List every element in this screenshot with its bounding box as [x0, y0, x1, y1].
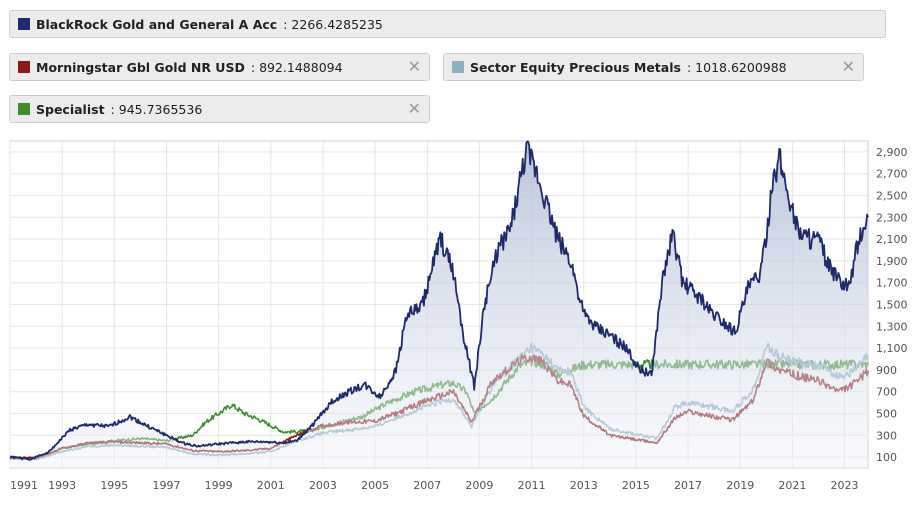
x-tick-label: 2005 — [361, 479, 389, 492]
y-tick-label: 500 — [876, 408, 897, 421]
x-tick-label: 2015 — [622, 479, 650, 492]
legend-item-2: Sector Equity Precious Metals:1018.62009… — [443, 53, 864, 81]
legend-swatch — [18, 61, 30, 73]
y-tick-label: 1,900 — [876, 255, 908, 268]
x-tick-label: 2013 — [570, 479, 598, 492]
legend-series-value: 2266.4285235 — [291, 16, 383, 32]
x-tick-label: 2003 — [309, 479, 337, 492]
y-tick-label: 2,700 — [876, 168, 908, 181]
legend-swatch — [452, 61, 464, 73]
legend-series-name: Sector Equity Precious Metals — [470, 59, 681, 75]
y-tick-label: 1,100 — [876, 342, 908, 355]
close-icon[interactable]: ✕ — [407, 57, 421, 76]
legend-series-name: Specialist — [36, 101, 105, 117]
legend-item-3: Specialist:945.7365536 ✕ — [9, 95, 430, 123]
x-tick-label: 2011 — [518, 479, 546, 492]
series-line-blackrock-gold-and-general-a-acc — [9, 140, 869, 461]
y-tick-label: 2,100 — [876, 233, 908, 246]
y-tick-label: 700 — [876, 386, 897, 399]
x-tick-label: 1995 — [100, 479, 128, 492]
legend-series-name: BlackRock Gold and General A Acc — [36, 16, 278, 32]
x-tick-label: 2021 — [778, 479, 806, 492]
series-area-blackrock — [10, 141, 868, 468]
close-icon[interactable]: ✕ — [407, 99, 421, 118]
y-tick-label: 300 — [876, 429, 897, 442]
x-tick-label: 1997 — [152, 479, 180, 492]
y-tick-label: 1,500 — [876, 299, 908, 312]
x-tick-label: 1991 — [10, 479, 38, 492]
legend-series-value: 892.1488094 — [259, 59, 343, 75]
y-tick-label: 900 — [876, 364, 897, 377]
y-tick-label: 1,700 — [876, 277, 908, 290]
legend-series-value: 945.7365536 — [118, 101, 203, 117]
legend-series-value: 1018.6200988 — [695, 59, 787, 75]
x-tick-label: 2001 — [257, 479, 285, 492]
x-tick-label: 2023 — [831, 479, 859, 492]
x-tick-label: 2017 — [674, 479, 702, 492]
legend-swatch — [18, 18, 30, 30]
y-tick-label: 2,300 — [876, 211, 908, 224]
legend-series-name: Morningstar Gbl Gold NR USD — [36, 59, 245, 75]
legend-item-1: Morningstar Gbl Gold NR USD:892.1488094 ✕ — [9, 53, 430, 81]
x-tick-label: 2019 — [726, 479, 754, 492]
y-tick-label: 2,900 — [876, 146, 908, 159]
x-tick-label: 2007 — [413, 479, 441, 492]
legend-separator: : — [110, 101, 115, 117]
legend-separator: : — [283, 16, 288, 32]
legend-item-0: BlackRock Gold and General A Acc:2266.42… — [9, 10, 886, 38]
legend-separator: : — [686, 59, 692, 75]
legend-separator: : — [250, 59, 256, 75]
x-tick-label: 1993 — [48, 479, 76, 492]
y-tick-label: 2,500 — [876, 190, 908, 203]
legend-swatch — [18, 103, 30, 115]
x-tick-label: 1999 — [205, 479, 233, 492]
x-tick-label: 2009 — [465, 479, 493, 492]
y-tick-label: 1,300 — [876, 320, 908, 333]
close-icon[interactable]: ✕ — [841, 57, 855, 76]
y-tick-label: 100 — [876, 451, 897, 464]
